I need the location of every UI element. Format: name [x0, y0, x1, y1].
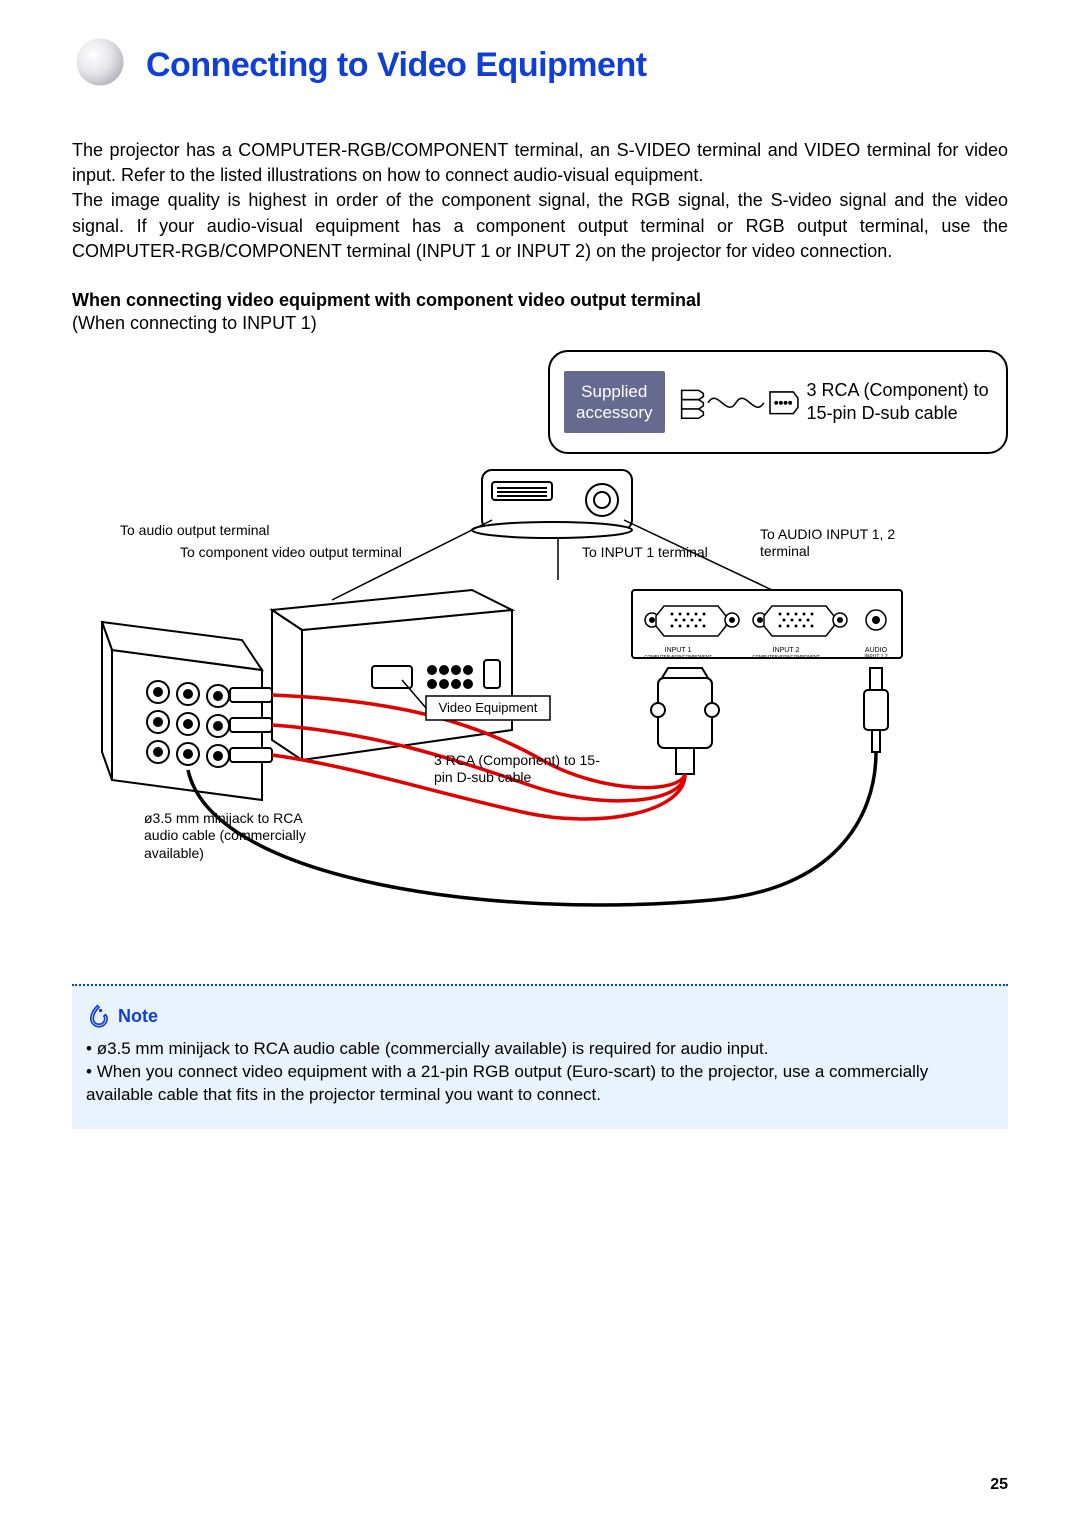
page-title: Connecting to Video Equipment — [146, 46, 647, 85]
supplied-accessory-badge: Supplied accessory — [564, 371, 665, 434]
intro-text: The projector has a COMPUTER-RGB/COMPONE… — [72, 138, 1008, 264]
note-title-text: Note — [118, 1006, 158, 1027]
svg-text:INPUT 1: INPUT 1 — [665, 647, 692, 654]
header-bullet-icon — [72, 34, 128, 90]
note-item: When you connect video equipment with a … — [86, 1061, 994, 1107]
note-icon — [86, 1004, 112, 1030]
svg-text:COMPUTER-RGB/COMPONENT: COMPUTER-RGB/COMPONENT — [752, 654, 820, 659]
note-title: Note — [86, 1004, 994, 1030]
section-subhead: When connecting video equipment with com… — [72, 290, 1008, 311]
svg-text:INPUT 1,2: INPUT 1,2 — [864, 654, 887, 660]
note-list: ø3.5 mm minijack to RCA audio cable (com… — [86, 1038, 994, 1107]
label-to-component-output: To component video output terminal — [180, 544, 402, 562]
label-to-input1: To INPUT 1 terminal — [582, 544, 708, 562]
connection-diagram: Supplied accessory 3 RCA (Comp — [72, 350, 1008, 950]
svg-text:COMPUTER-RGB/COMPONENT: COMPUTER-RGB/COMPONENT — [644, 654, 712, 659]
note-box: Note ø3.5 mm minijack to RCA audio cable… — [72, 984, 1008, 1129]
section-subnote: (When connecting to INPUT 1) — [72, 313, 1008, 334]
rca-cable-icon — [677, 372, 801, 432]
svg-text:INPUT 2: INPUT 2 — [773, 647, 800, 654]
label-to-audio-input: To AUDIO INPUT 1, 2 terminal — [760, 526, 900, 561]
note-item: ø3.5 mm minijack to RCA audio cable (com… — [86, 1038, 994, 1061]
label-to-audio-output: To audio output terminal — [120, 522, 269, 540]
label-minijack-cable: ø3.5 mm minijack to RCA audio cable (com… — [144, 810, 334, 863]
accessory-desc: 3 RCA (Component) to 15-pin D-sub cable — [807, 379, 992, 424]
svg-text:AUDIO: AUDIO — [865, 647, 888, 654]
page-number: 25 — [990, 1476, 1008, 1494]
svg-text:Video Equipment: Video Equipment — [439, 700, 538, 715]
label-rca-cable: 3 RCA (Component) to 15-pin D-sub cable — [434, 752, 604, 787]
page-header: Connecting to Video Equipment — [72, 40, 1008, 90]
supplied-accessory-box: Supplied accessory 3 RCA (Comp — [548, 350, 1008, 454]
